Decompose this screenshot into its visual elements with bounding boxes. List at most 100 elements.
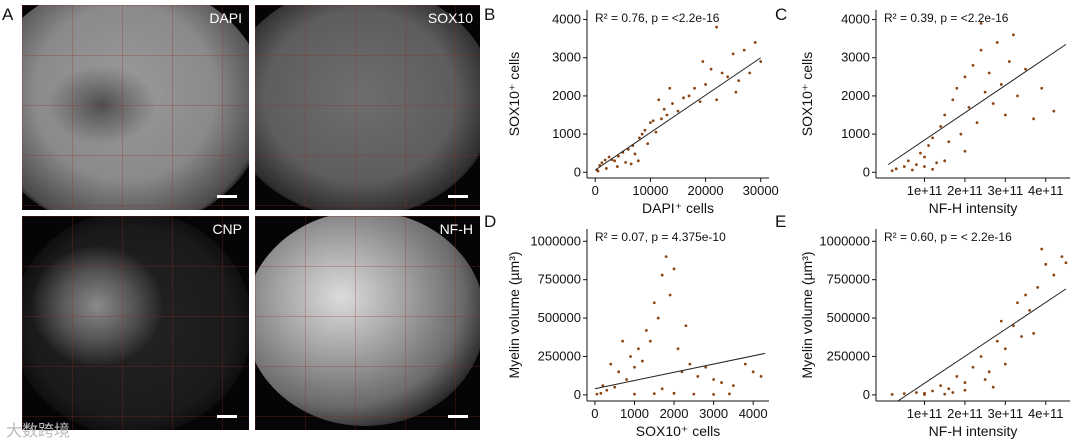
data-point: [955, 86, 959, 90]
scatter-chart-c: 1e+11 2e+11 3e+11 4e+11 0 1000 2000 3000 4000 R² …: [799, 10, 1070, 216]
data-point: [910, 168, 914, 172]
data-point: [751, 370, 755, 374]
data-point: [633, 365, 636, 369]
micrograph-cnp: CNP: [22, 216, 249, 430]
data-point: [640, 359, 644, 363]
scale-bar: [217, 195, 237, 198]
x-axis-label: DAPI⁺ cells: [642, 200, 714, 216]
data-point: [979, 355, 983, 358]
data-point: [906, 159, 910, 163]
regression-line: [887, 43, 1067, 166]
data-point: [939, 384, 943, 388]
data-point: [684, 324, 688, 328]
data-point: [931, 167, 934, 171]
data-point: [604, 167, 608, 170]
data-point: [652, 392, 656, 396]
micrograph-label-nfh: NF-H: [439, 221, 473, 237]
watermark: 大数跨境: [6, 423, 71, 440]
y-axis-label: SOX10⁺ cells: [506, 52, 522, 136]
data-point: [704, 83, 707, 86]
data-point: [951, 98, 955, 102]
data-point: [1052, 109, 1056, 113]
x-tick-label: 4000: [739, 406, 768, 421]
data-point: [660, 117, 663, 121]
data-point: [599, 391, 603, 395]
scatter-chart-d: 0 1000 2000 3000 4000 0 250000 500000 750000 1000…: [506, 229, 769, 439]
x-axis-label: NF-H intensity: [929, 200, 1018, 216]
y-tick-label: 3000: [841, 50, 870, 65]
x-axis-label: SOX10⁺ cells: [636, 423, 720, 439]
data-point: [668, 293, 672, 297]
data-point: [935, 161, 939, 165]
x-tick-label: 4e+11: [1028, 406, 1064, 421]
data-point: [693, 86, 696, 90]
data-point: [660, 387, 664, 391]
data-point: [633, 152, 637, 156]
data-point: [890, 169, 894, 173]
x-tick-label: 3000: [699, 406, 728, 421]
data-point: [696, 375, 700, 378]
panel-letter-d: D: [484, 212, 497, 231]
data-point: [983, 90, 987, 94]
data-point: [728, 392, 731, 396]
x-tick-label: 0: [592, 183, 599, 198]
micrograph-dapi: DAPI: [22, 5, 249, 210]
data-point: [915, 163, 918, 167]
data-point: [967, 105, 971, 109]
data-point: [1003, 362, 1007, 366]
data-point: [963, 388, 967, 392]
data-point: [979, 48, 983, 52]
stats-annotation: R² = 0.07, p = 4.375e-10: [595, 230, 726, 244]
data-point: [643, 128, 647, 132]
regression-line: [594, 57, 762, 171]
x-tick-label: 3e+11: [988, 183, 1024, 198]
data-point: [603, 158, 607, 162]
data-point: [595, 392, 599, 396]
data-point: [959, 132, 963, 136]
data-point: [979, 21, 983, 25]
y-tick-label: 4000: [552, 12, 581, 27]
data-point: [915, 391, 918, 394]
x-axis-label: NF-H intensity: [929, 423, 1018, 439]
data-point: [748, 71, 752, 75]
y-tick-label: 0: [863, 164, 870, 179]
x-tick-label: 2e+11: [947, 183, 983, 198]
regression-line: [896, 288, 1067, 401]
data-point: [637, 347, 640, 351]
data-point: [600, 161, 604, 165]
data-point: [975, 121, 979, 125]
data-point: [652, 301, 656, 305]
data-point: [636, 159, 640, 163]
data-point: [656, 316, 660, 320]
data-point: [894, 167, 898, 171]
data-point: [931, 136, 934, 140]
data-point: [712, 378, 716, 381]
data-point: [955, 375, 959, 378]
data-point: [943, 113, 947, 117]
data-point: [963, 149, 967, 153]
data-point: [731, 384, 735, 388]
data-point: [712, 392, 716, 396]
stats-annotation: R² = 0.76, p = <2.2e-16: [595, 11, 720, 25]
data-point: [1032, 332, 1036, 335]
data-point: [651, 119, 655, 123]
data-point: [613, 159, 616, 163]
data-point: [668, 86, 672, 90]
panel-letter-e: E: [775, 212, 787, 231]
data-point: [682, 96, 685, 100]
data-point: [1032, 117, 1036, 121]
data-point: [1044, 262, 1048, 266]
y-axis-label: Myelin volume (µm³): [799, 251, 815, 378]
x-tick-label: 0: [591, 406, 598, 421]
scatter-chart-e: 1e+11 2e+11 3e+11 4e+11 0 250000 500000 750000 1…: [799, 229, 1070, 439]
scale-bar: [217, 415, 237, 418]
data-point: [672, 267, 676, 271]
y-axis-label: Myelin volume (µm³): [506, 251, 522, 378]
data-point: [637, 136, 641, 140]
data-point: [1028, 308, 1031, 312]
data-point: [596, 169, 600, 173]
data-point: [662, 107, 666, 111]
data-point: [629, 355, 632, 358]
y-tick-label: 500000: [827, 310, 870, 325]
data-point: [947, 387, 951, 391]
